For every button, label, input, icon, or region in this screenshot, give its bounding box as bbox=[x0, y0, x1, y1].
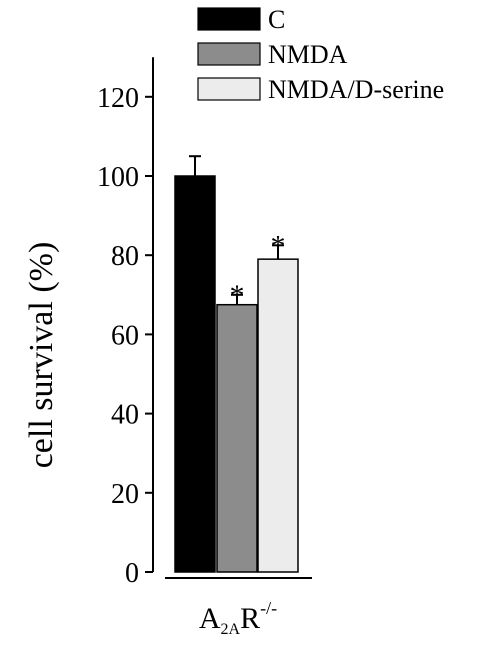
bar-2 bbox=[257, 258, 299, 573]
y-tick-label: 0 bbox=[125, 558, 139, 589]
legend-swatch bbox=[197, 7, 261, 31]
y-tick-label: 100 bbox=[97, 162, 139, 193]
y-tick-label: 40 bbox=[111, 400, 139, 431]
y-tick-label: 20 bbox=[111, 479, 139, 510]
x-label-subscript: 2A bbox=[221, 621, 241, 638]
significance-marker: * bbox=[271, 229, 286, 262]
y-tick-label: 80 bbox=[111, 241, 139, 272]
x-label-base: A bbox=[199, 602, 221, 635]
x-label-mid: R bbox=[240, 602, 260, 635]
y-tick-label: 60 bbox=[111, 320, 139, 351]
y-axis: 0 20 40 60 80 100 120 bbox=[97, 57, 154, 589]
bar-1 bbox=[216, 303, 258, 573]
y-axis-label: cell survival (%) bbox=[23, 242, 60, 469]
legend-label: NMDA/D-serine bbox=[268, 75, 444, 104]
x-axis-label: A2AR-/- bbox=[199, 598, 277, 638]
bars: ** bbox=[174, 155, 299, 573]
significance-marker: * bbox=[230, 279, 245, 312]
legend-swatch bbox=[197, 42, 261, 66]
x-label-superscript: -/- bbox=[260, 598, 277, 618]
bar-0 bbox=[174, 175, 216, 573]
legend-label: NMDA bbox=[268, 40, 348, 69]
legend-swatch bbox=[197, 77, 261, 101]
y-tick-label: 120 bbox=[97, 83, 139, 114]
legend-label: C bbox=[268, 5, 285, 34]
legend: C NMDA NMDA/D-serine bbox=[197, 5, 444, 104]
